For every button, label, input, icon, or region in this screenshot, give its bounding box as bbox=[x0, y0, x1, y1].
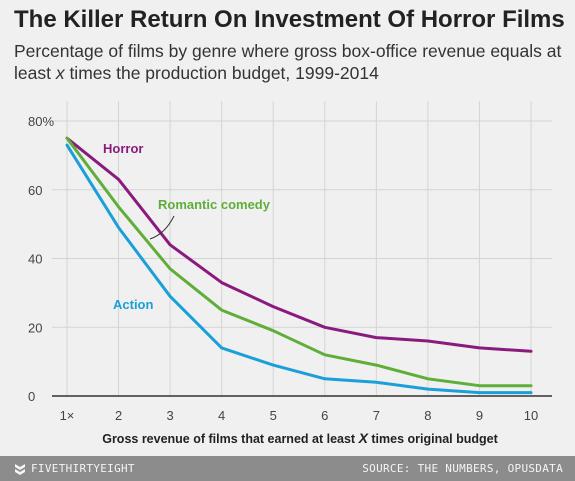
brand: FIVETHIRTYEIGHT bbox=[14, 462, 135, 475]
y-tick-label: 0 bbox=[28, 389, 35, 404]
x-tick-label: 5 bbox=[270, 408, 277, 423]
x-axis-label-variable: X bbox=[358, 430, 370, 446]
subtitle-text-end: times the production budget, 1999-2014 bbox=[64, 63, 379, 83]
series-label-action: Action bbox=[113, 297, 154, 312]
y-tick-label: 60 bbox=[28, 183, 42, 198]
fivethirtyeight-logo-icon bbox=[14, 463, 26, 475]
romantic-comedy-leader-line bbox=[149, 215, 175, 240]
series-line-action bbox=[65, 143, 533, 395]
series-line-horror bbox=[65, 136, 533, 353]
x-tick-label: 3 bbox=[166, 408, 173, 423]
x-tick-label: 6 bbox=[321, 408, 328, 423]
x-tick-label: 9 bbox=[476, 408, 483, 423]
x-tick-label: 7 bbox=[373, 408, 380, 423]
x-axis-label-end: times original budget bbox=[368, 432, 499, 446]
y-tick-label: 80% bbox=[28, 114, 54, 129]
chart-title: The Killer Return On Investment Of Horro… bbox=[14, 6, 565, 33]
y-tick-label: 40 bbox=[28, 252, 42, 267]
x-axis-label: Gross revenue of films that earned at le… bbox=[102, 430, 498, 446]
series-label-horror: Horror bbox=[103, 141, 143, 156]
y-tick-label: 20 bbox=[28, 320, 42, 335]
x-tick-label: 4 bbox=[218, 408, 225, 423]
series-labels: Horror Romantic comedy Action bbox=[103, 141, 271, 312]
subtitle-text-start: Percentage of films by genre where gross… bbox=[14, 41, 562, 83]
x-tick-label: 8 bbox=[424, 408, 431, 423]
chart-subtitle: Percentage of films by genre where gross… bbox=[14, 40, 566, 84]
line-chart-svg: 0 20 40 60 80% 1× 2 3 4 5 6 7 8 9 10 Horror Romantic co… bbox=[28, 101, 552, 446]
brand-name: FIVETHIRTYEIGHT bbox=[31, 462, 135, 475]
footer-bar: FIVETHIRTYEIGHT SOURCE: THE NUMBERS, OPU… bbox=[0, 456, 575, 481]
x-axis-label-start: Gross revenue of films that earned at le… bbox=[102, 432, 358, 446]
x-tick-label: 10 bbox=[524, 408, 538, 423]
series-line-romantic-comedy bbox=[65, 136, 533, 388]
axes: 0 20 40 60 80% 1× 2 3 4 5 6 7 8 9 10 bbox=[28, 114, 552, 423]
subtitle-variable: x bbox=[55, 63, 65, 83]
source-credit: SOURCE: THE NUMBERS, OPUSDATA bbox=[362, 462, 563, 475]
x-tick-label: 2 bbox=[115, 408, 122, 423]
line-chart: 0 20 40 60 80% 1× 2 3 4 5 6 7 8 9 10 Horror Romantic co… bbox=[0, 96, 575, 456]
x-tick-label: 1× bbox=[60, 408, 75, 423]
series-lines bbox=[65, 136, 533, 395]
series-label-romantic-comedy: Romantic comedy bbox=[158, 197, 271, 212]
